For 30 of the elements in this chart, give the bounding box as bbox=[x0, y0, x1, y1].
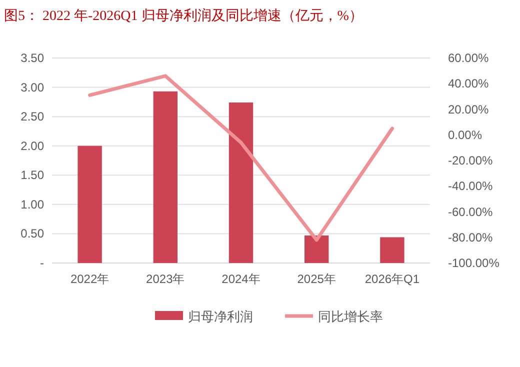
y2-tick-label: 20.00% bbox=[448, 102, 490, 116]
legend-label: 同比增长率 bbox=[318, 309, 383, 324]
y-tick-label: 3.00 bbox=[20, 80, 44, 94]
legend-label: 归母净利润 bbox=[188, 309, 253, 324]
x-tick-label: 2025年 bbox=[297, 272, 336, 286]
y2-tick-label: -20.00% bbox=[448, 154, 494, 168]
y2-tick-label: 40.00% bbox=[448, 76, 490, 91]
y2-tick-label: -40.00% bbox=[448, 179, 494, 194]
y-tick-label: 0.50 bbox=[20, 226, 44, 241]
y-tick-label: - bbox=[40, 256, 44, 270]
x-tick-label: 2022年 bbox=[70, 272, 110, 286]
y-tick-label: 2.50 bbox=[20, 110, 44, 124]
y2-tick-label: -60.00% bbox=[448, 204, 494, 219]
y-tick-label: 1.00 bbox=[20, 197, 44, 212]
y-tick-label: 1.50 bbox=[20, 168, 44, 182]
bar bbox=[153, 91, 178, 263]
x-tick-label: 2024年 bbox=[222, 272, 260, 286]
bar bbox=[380, 237, 404, 263]
y-tick-label: 3.50 bbox=[20, 51, 44, 65]
y2-tick-label: 60.00% bbox=[448, 51, 490, 65]
chart-title: 图5： 2022 年-2026Q1 归母净利润及同比增速（亿元，%） bbox=[4, 8, 363, 24]
y2-tick-label: -80.00% bbox=[448, 230, 494, 244]
y2-tick-label: 0.00% bbox=[448, 128, 482, 142]
y-tick-label: 2.00 bbox=[20, 138, 44, 153]
bar bbox=[228, 102, 254, 263]
bar bbox=[78, 146, 102, 263]
bar bbox=[304, 235, 329, 263]
y2-tick-label: -100.00% bbox=[448, 256, 500, 270]
x-tick-label: 2026年Q1 bbox=[364, 272, 420, 286]
x-tick-label: 2023年 bbox=[146, 272, 185, 286]
